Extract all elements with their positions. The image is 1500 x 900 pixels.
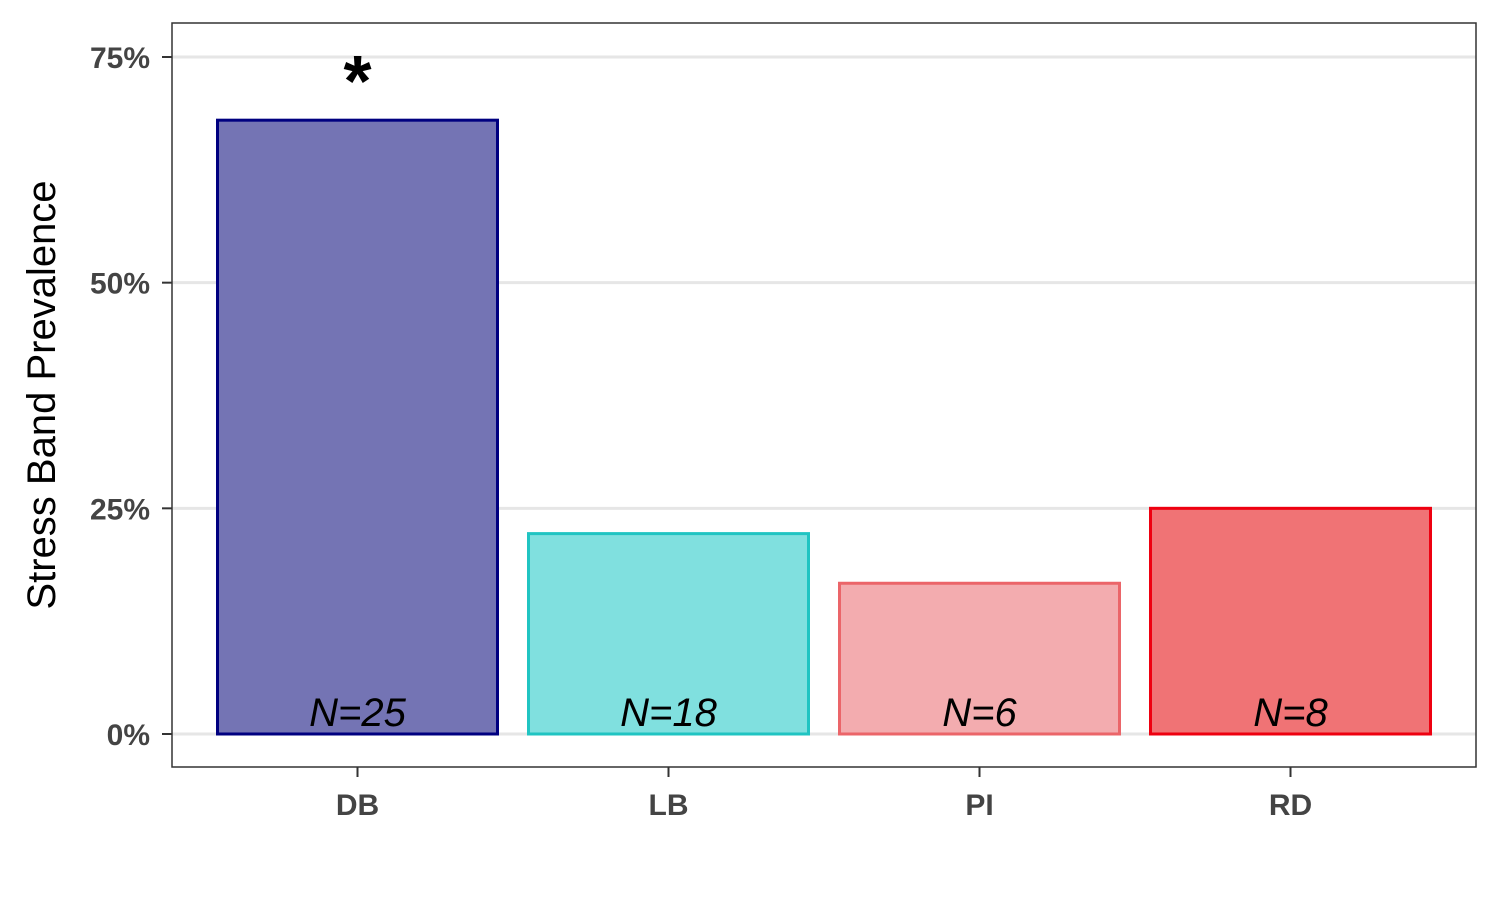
bar-rd — [1149, 506, 1432, 736]
bars: N=25 * N=18 N=6 N=8 — [216, 42, 1432, 736]
y-tick-label: 50% — [90, 268, 150, 301]
bar-label: N=18 — [620, 691, 717, 735]
y-axis-title: Stress Band Prevalence — [20, 180, 64, 609]
x-tick-label: DB — [336, 789, 379, 822]
x-tick-label: PI — [965, 789, 993, 822]
y-tick-label: 0% — [107, 719, 150, 752]
x-tick-label: LB — [649, 789, 689, 822]
x-axis: DB LB PI RD — [336, 767, 1312, 822]
significance-marker: * — [343, 42, 371, 122]
bar-pi — [838, 581, 1121, 736]
bar-db — [216, 118, 499, 736]
x-tick-label: RD — [1269, 789, 1312, 822]
y-axis: 0% 25% 50% 75% — [90, 42, 172, 752]
y-tick-label: 75% — [90, 42, 150, 75]
y-tick-label: 25% — [90, 493, 150, 526]
plot-panel-border — [171, 22, 1477, 768]
bar-label: N=25 — [309, 691, 406, 735]
bar-lb — [527, 532, 810, 736]
bar-label: N=6 — [942, 691, 1017, 735]
bar-label: N=8 — [1253, 691, 1328, 735]
